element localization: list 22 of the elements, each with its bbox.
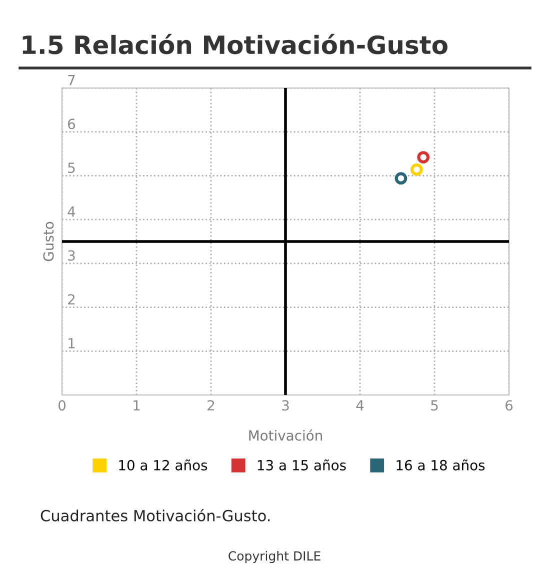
text: Cuadrantes Motivación-Gusto. [40, 508, 270, 522]
x-tick-label: 0 [58, 400, 66, 411]
x-axis-title: Motivación [249, 429, 322, 441]
y-tick-label: 2 [68, 294, 74, 304]
x-tick-label: 3 [282, 400, 289, 411]
legend-label: 13 a 15 años [258, 459, 346, 470]
x-tick-label: 4 [356, 400, 364, 410]
x-tick-label: 1 [134, 400, 140, 410]
y-tick-label: 4 [68, 206, 76, 217]
y-tick-label: 3 [68, 250, 75, 261]
legend-label: 10 a 12 años [119, 459, 208, 470]
y-tick-label: 1 [68, 338, 75, 348]
x-tick-label: 5 [431, 400, 438, 411]
legend-label: 16 a 18 años [396, 459, 485, 470]
x-tick-label: 2 [208, 400, 214, 410]
y-tick-label: 6 [68, 118, 76, 130]
y-tick-label: 5 [68, 162, 75, 174]
x-tick-label: 6 [506, 400, 513, 411]
y-axis-title: Gusto [43, 222, 54, 262]
chart-title: 1.5 Relación Motivación-Gusto [22, 34, 448, 54]
text: Copyright DILE [228, 550, 320, 564]
y-tick-label: 7 [68, 74, 75, 86]
